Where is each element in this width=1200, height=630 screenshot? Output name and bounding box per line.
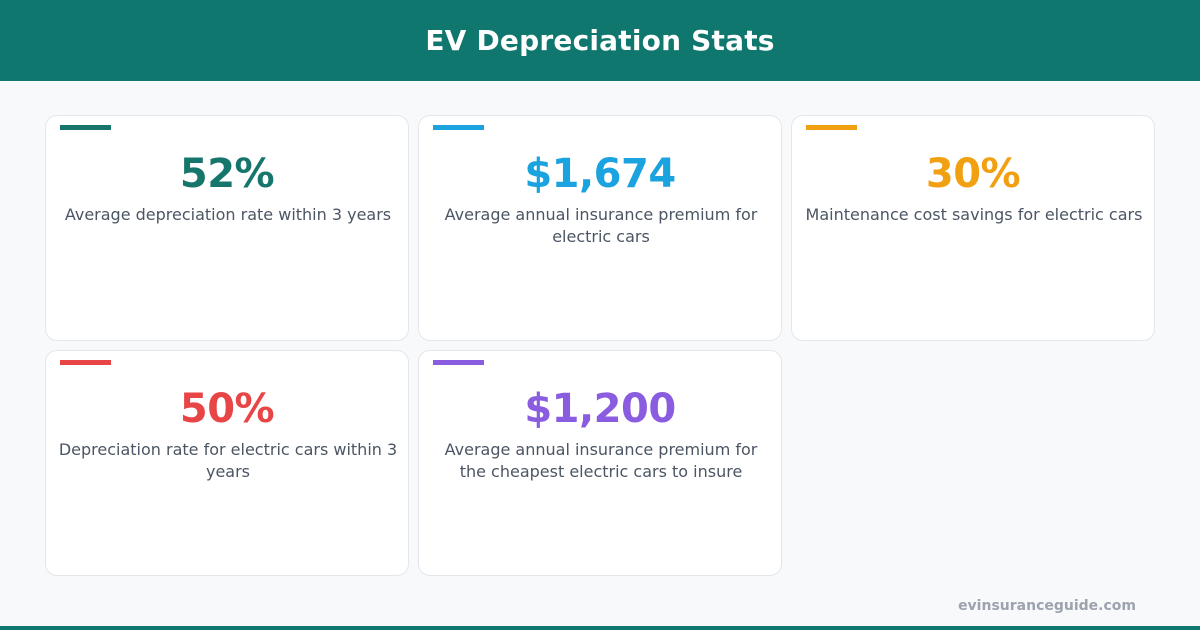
stat-value: 50% <box>179 386 275 432</box>
page-title: EV Depreciation Stats <box>425 24 775 57</box>
stat-value: $1,200 <box>524 386 676 432</box>
header-bar: EV Depreciation Stats <box>0 0 1200 81</box>
card-accent-bar <box>433 125 484 130</box>
stat-card-depreciation-3yr: 52% Average depreciation rate within 3 y… <box>45 115 409 341</box>
stat-label: Depreciation rate for electric cars with… <box>58 440 398 481</box>
bottom-accent-bar <box>0 626 1200 630</box>
stat-label: Average annual insurance premium for ele… <box>444 205 758 246</box>
stat-card-cheapest-insurance: $1,200 Average annual insurance premium … <box>418 350 782 576</box>
stat-label: Average annual insurance premium for the… <box>444 440 758 481</box>
footer-site-url[interactable]: evinsuranceguide.com <box>958 598 1136 614</box>
card-accent-bar <box>433 360 484 365</box>
stat-value: $1,674 <box>524 151 676 197</box>
stat-card-ev-depreciation: 50% Depreciation rate for electric cars … <box>45 350 409 576</box>
stat-label: Maintenance cost savings for electric ca… <box>805 205 1143 224</box>
stat-card-insurance-premium: $1,674 Average annual insurance premium … <box>418 115 782 341</box>
stat-label: Average depreciation rate within 3 years <box>64 205 392 224</box>
card-accent-bar <box>60 125 111 130</box>
stat-value: 30% <box>925 151 1021 197</box>
stat-card-maintenance-savings: 30% Maintenance cost savings for electri… <box>791 115 1155 341</box>
card-accent-bar <box>60 360 111 365</box>
card-accent-bar <box>806 125 857 130</box>
stat-value: 52% <box>179 151 275 197</box>
